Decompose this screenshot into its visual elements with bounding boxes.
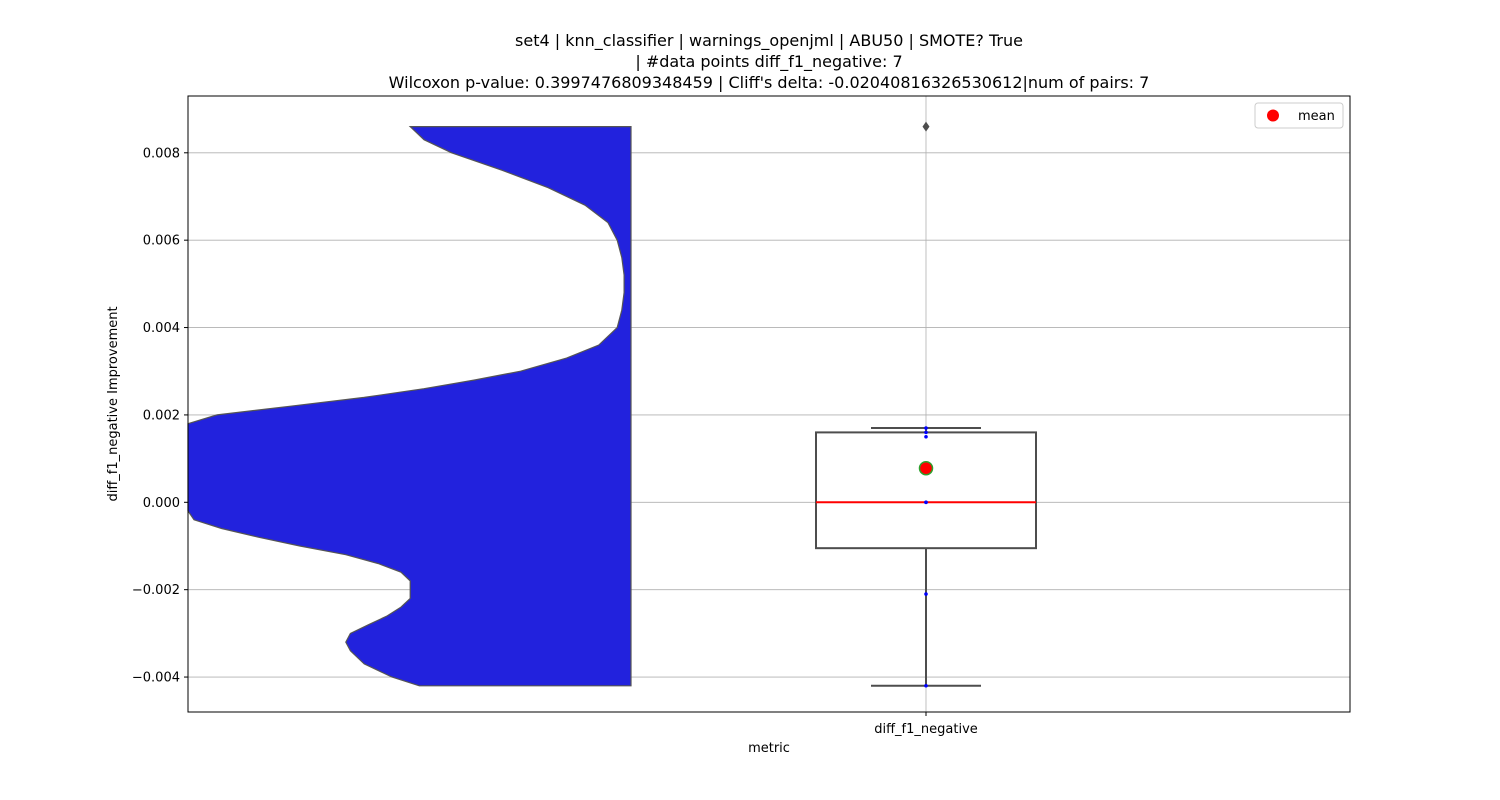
chart-title-line-2: | #data points diff_f1_negative: 7 bbox=[635, 52, 902, 72]
data-point-3 bbox=[924, 592, 928, 596]
legend-label-mean: mean bbox=[1298, 109, 1335, 124]
y-tick-label-3: 0.002 bbox=[143, 408, 180, 423]
x-tick-label-0: diff_f1_negative bbox=[874, 722, 978, 737]
y-tick-label-5: 0.006 bbox=[143, 234, 180, 249]
data-point-0 bbox=[924, 426, 928, 430]
mean-marker bbox=[920, 462, 933, 475]
y-axis-label: diff_f1_negative Improvement bbox=[106, 306, 121, 501]
data-point-1 bbox=[924, 435, 928, 439]
legend-marker-mean bbox=[1267, 110, 1279, 122]
y-tick-label-4: 0.004 bbox=[143, 321, 180, 336]
data-point-6 bbox=[924, 500, 928, 504]
y-tick-label-0: −0.004 bbox=[132, 671, 180, 686]
box-iqr bbox=[816, 432, 1036, 548]
y-tick-label-6: 0.008 bbox=[143, 146, 180, 161]
data-point-4 bbox=[924, 684, 928, 688]
x-axis-label: metric bbox=[748, 741, 790, 756]
y-tick-label-2: 0.000 bbox=[143, 496, 180, 511]
data-point-5 bbox=[924, 431, 928, 435]
chart-title-line-3: Wilcoxon p-value: 0.3997476809348459 | C… bbox=[389, 73, 1150, 92]
chart-title-line-1: set4 | knn_classifier | warnings_openjml… bbox=[515, 31, 1023, 51]
y-tick-label-1: −0.002 bbox=[132, 583, 180, 598]
legend: mean bbox=[1255, 103, 1343, 128]
